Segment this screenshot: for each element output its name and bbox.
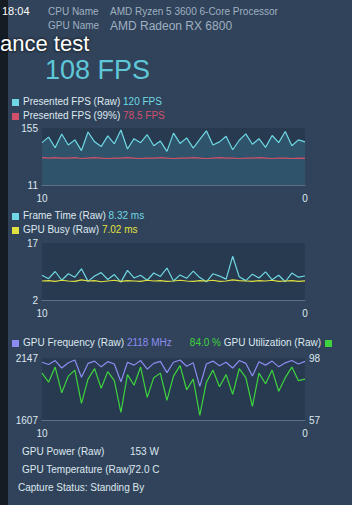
svg-text:1607: 1607 [16, 415, 39, 426]
svg-text:10: 10 [36, 308, 48, 319]
svg-text:0: 0 [302, 308, 308, 319]
html-text:GPU Temperature (Raw) 72.0 C: GPU Temperature (Raw) 72.0 C [22, 464, 160, 475]
html-text:18:04: 18:04 [2, 5, 30, 17]
html-text:GPU Busy (Raw) 7.02 ms: GPU Busy (Raw) 7.02 ms [23, 224, 138, 235]
html-text:Presented FPS (99%) 78.5 FPS: Presented FPS (99%) 78.5 FPS [23, 110, 165, 121]
html-text:GPU Power (Raw): GPU Power (Raw) [22, 446, 105, 457]
html-text:Presented FPS (Raw) 120 FPS: Presented FPS (Raw) 120 FPS [23, 96, 162, 107]
html-text:Capture Status: Standing By: Capture Status: Standing By [18, 482, 145, 493]
svg-text:10: 10 [36, 428, 48, 439]
svg-text:0: 0 [302, 428, 308, 439]
html-text:AMD Radeon RX 6800: AMD Radeon RX 6800 [110, 19, 233, 33]
html-text:Frame Time (Raw) 8.32 ms: Frame Time (Raw) 8.32 ms [23, 210, 145, 221]
svg-text:57: 57 [309, 415, 321, 426]
html-text:ance test: ance test [0, 31, 90, 56]
html-text:84.0 % GPU Utilization (Raw): 84.0 % GPU Utilization (Raw) [189, 337, 321, 348]
html-text:CPU Name: CPU Name [48, 6, 99, 17]
svg-text:155: 155 [21, 123, 38, 134]
html-text:GPU Name: GPU Name [48, 20, 100, 31]
svg-text:0: 0 [302, 193, 308, 204]
svg-text:98: 98 [309, 353, 321, 364]
html-text:GPU Frequency (Raw) 2118 MHz: GPU Frequency (Raw) 2118 MHz [23, 337, 172, 348]
svg-text:17: 17 [27, 238, 39, 249]
html-text:153 W: 153 W [130, 446, 159, 457]
html-text:108 FPS: 108 FPS [45, 55, 151, 85]
svg-text:2: 2 [32, 295, 38, 306]
svg-text:2147: 2147 [16, 353, 39, 364]
svg-text:10: 10 [36, 193, 48, 204]
svg-text:11: 11 [28, 180, 39, 191]
html-text:AMD Ryzen 5 3600 6-Core Proces: AMD Ryzen 5 3600 6-Core Processor [110, 6, 278, 17]
